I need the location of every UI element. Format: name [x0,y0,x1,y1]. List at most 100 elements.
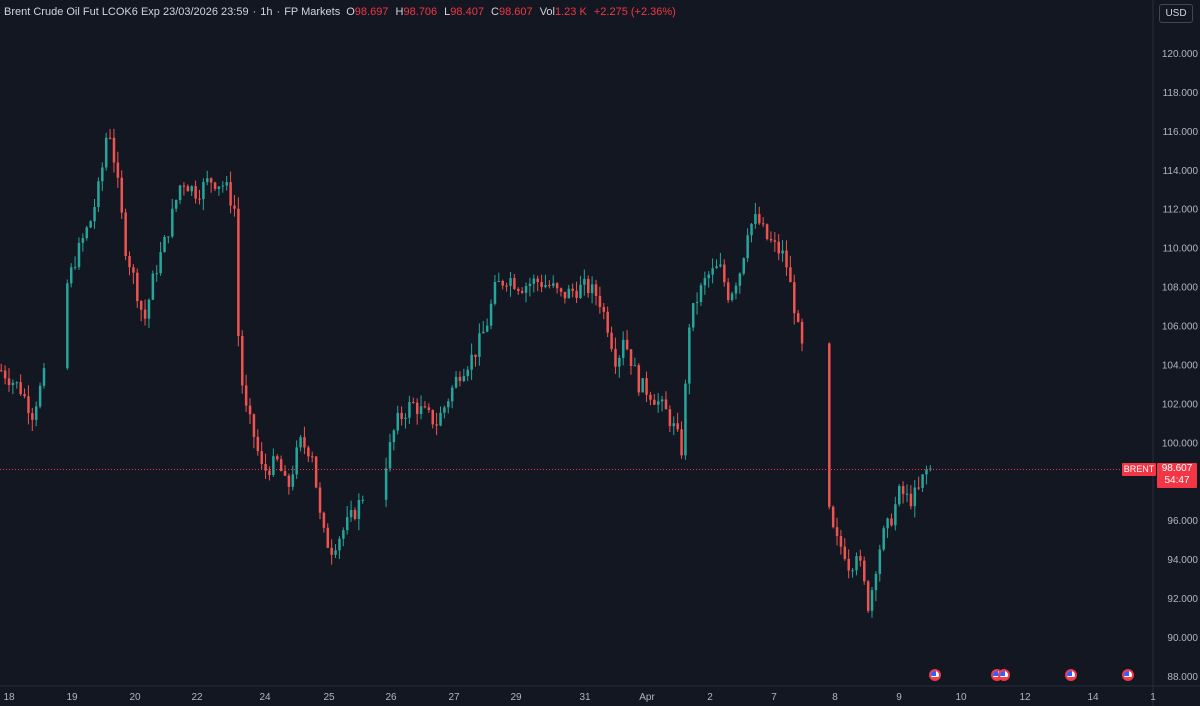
instrument-name[interactable]: Brent Crude Oil Fut LCOK6 Exp 23/03/2026… [4,6,249,18]
price-axis[interactable]: 120.000 118.000 116.000 114.000 112.000 110.0… [1162,49,1199,683]
candle-down [0,370,3,372]
candle-up [167,236,170,238]
us-flag-icon[interactable] [929,669,941,681]
candle-up [97,181,100,207]
candle-up [688,327,691,384]
candle-up [715,266,718,269]
candle-down [587,278,590,294]
candle-up [746,235,749,259]
candle-down [761,223,765,225]
candle-down [116,162,120,178]
candle-up [695,302,699,304]
candle-down [283,471,287,476]
candle-up [882,528,885,550]
candle-up [886,518,889,529]
candle-down [649,394,652,400]
candle-down [796,313,800,322]
candle-up [408,402,411,418]
candle-down [594,284,598,297]
symbol-price-label: BRENT [1122,463,1156,476]
candle-down [517,288,520,292]
candle-up [159,252,162,274]
candle-up [447,401,450,408]
candle-down [260,451,263,464]
currency-button[interactable]: USD [1159,4,1193,23]
candle-down [229,182,232,206]
candle-down [3,370,7,379]
candle-up [221,185,225,187]
price-tick-label: 102.000 [1162,399,1199,410]
candle-up [478,333,481,357]
candle-down [758,214,761,224]
candle-up [699,285,703,303]
candle-down [575,290,578,298]
time-tick-label: 26 [385,692,397,703]
candle-up [388,442,392,469]
time-tick-label: 9 [896,692,902,703]
candle-down [789,267,792,283]
candle-down [322,512,326,528]
exchange-label[interactable]: FP Markets [284,6,341,18]
price-tick-label: 104.000 [1162,360,1199,371]
us-flag-icon[interactable] [1122,669,1134,681]
candle-down [909,493,913,507]
candle-down [287,475,291,487]
candle-up [466,369,469,377]
candle-up [93,206,96,222]
candle-up [217,186,221,189]
candle-down [917,487,920,489]
price-tick-label: 96.000 [1167,516,1198,527]
candle-down [326,527,330,548]
candle-up [579,284,582,298]
candle-down [19,382,22,395]
candle-down [268,470,271,476]
candle-up [81,238,85,243]
candle-down [143,309,147,319]
candle-up [104,137,108,168]
candle-down [520,291,524,293]
candle-up [707,274,711,279]
candle-up [38,385,42,407]
candle-down [241,335,244,386]
us-flag-icon[interactable] [998,669,1010,681]
time-tick-label: 14 [1087,692,1099,703]
candle-up [443,407,446,413]
candle-up [898,486,901,505]
candle-down [252,414,256,437]
candle-down [598,296,602,307]
us-flag-icon[interactable] [1065,669,1077,681]
candle-down [828,343,831,507]
candle-down [680,429,683,456]
candle-up [42,368,46,386]
candle-up [342,530,345,539]
time-axis[interactable]: 18 19 20 22 24 25 26 27 29 31 Apr 2 7 8 9 10 12 14 1 [3,692,1156,703]
candle-up [738,273,742,286]
change-value: +2.275 (+2.36%) [593,6,676,18]
candle-up [719,264,722,267]
candle-down [773,240,777,242]
candle-up [921,474,924,488]
low-value: 98.407 [450,6,484,18]
candle-up [11,382,15,385]
interval-label[interactable]: 1h [260,6,273,18]
candle-up [272,456,275,476]
candle-up [450,387,454,402]
candle-down [31,413,34,420]
candle-up [734,285,738,294]
candle-down [536,278,539,282]
candle-down [602,306,606,312]
candle-up [544,284,547,288]
candle-down [400,412,403,419]
candle-down [645,378,648,395]
candle-up [357,500,361,519]
candle-down [108,137,112,139]
candle-up [462,376,466,382]
last-price-label: 98.607 54:47 [1157,463,1197,488]
candle-up [870,590,874,611]
price-tick-label: 112.000 [1163,205,1199,216]
candle-up [691,303,695,328]
time-tick-label: 24 [259,692,271,703]
candle-up [147,299,151,319]
candle-down [132,267,135,273]
